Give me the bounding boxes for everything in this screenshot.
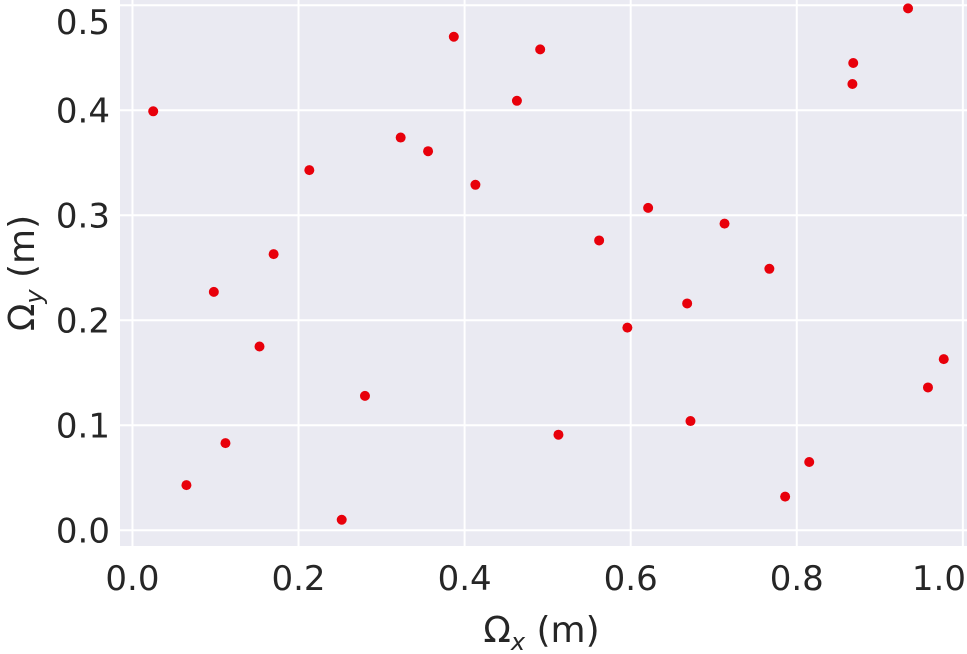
y-tick-label: 0.0: [56, 511, 110, 551]
data-point: [395, 132, 406, 143]
x-tick-label: 0.2: [271, 559, 325, 599]
data-point: [594, 235, 605, 246]
data-point: [336, 514, 347, 525]
data-point: [922, 382, 933, 393]
data-points: [148, 3, 949, 525]
y-tick-label: 0.3: [56, 196, 110, 236]
data-point: [511, 95, 522, 106]
data-point: [622, 322, 633, 333]
x-tick-label: 0.4: [438, 559, 492, 599]
x-tick-label: 0.6: [604, 559, 658, 599]
data-point: [470, 179, 481, 190]
data-point: [780, 491, 791, 502]
data-point: [848, 58, 859, 68]
y-axis-label: Ωy (m): [2, 215, 48, 331]
data-point: [682, 298, 693, 309]
data-point: [535, 44, 546, 55]
data-point: [304, 165, 315, 176]
data-point: [643, 202, 654, 213]
data-point: [148, 106, 159, 117]
data-point: [553, 429, 564, 440]
data-point: [938, 354, 949, 365]
y-tick-label: 0.4: [56, 91, 110, 131]
data-point: [423, 146, 434, 157]
x-tick-label: 1.0: [912, 559, 966, 599]
x-tick-labels: 0.0 0.2 0.4 0.6 0.8 1.0: [105, 559, 966, 599]
x-axis-label: Ωx (m): [483, 610, 599, 654]
y-tick-label: 0.1: [56, 406, 110, 446]
y-tick-labels: 0.0 0.1 0.2 0.3 0.4 0.5: [56, 3, 110, 551]
data-point: [847, 79, 858, 89]
data-point: [220, 438, 231, 449]
data-point: [268, 249, 279, 260]
data-point: [254, 341, 265, 352]
data-point: [903, 3, 914, 14]
grid: [120, 0, 967, 546]
data-point: [804, 457, 815, 467]
data-point: [719, 218, 730, 229]
data-point: [359, 390, 370, 401]
data-point: [181, 480, 192, 491]
y-tick-label: 0.2: [56, 301, 110, 341]
plot-area: [120, 0, 967, 546]
data-point: [448, 31, 459, 42]
data-point: [208, 286, 219, 297]
data-point: [685, 416, 696, 427]
x-tick-label: 0.0: [105, 559, 159, 599]
data-point: [764, 263, 775, 274]
x-tick-label: 0.8: [770, 559, 824, 599]
y-tick-label: 0.5: [56, 3, 110, 43]
